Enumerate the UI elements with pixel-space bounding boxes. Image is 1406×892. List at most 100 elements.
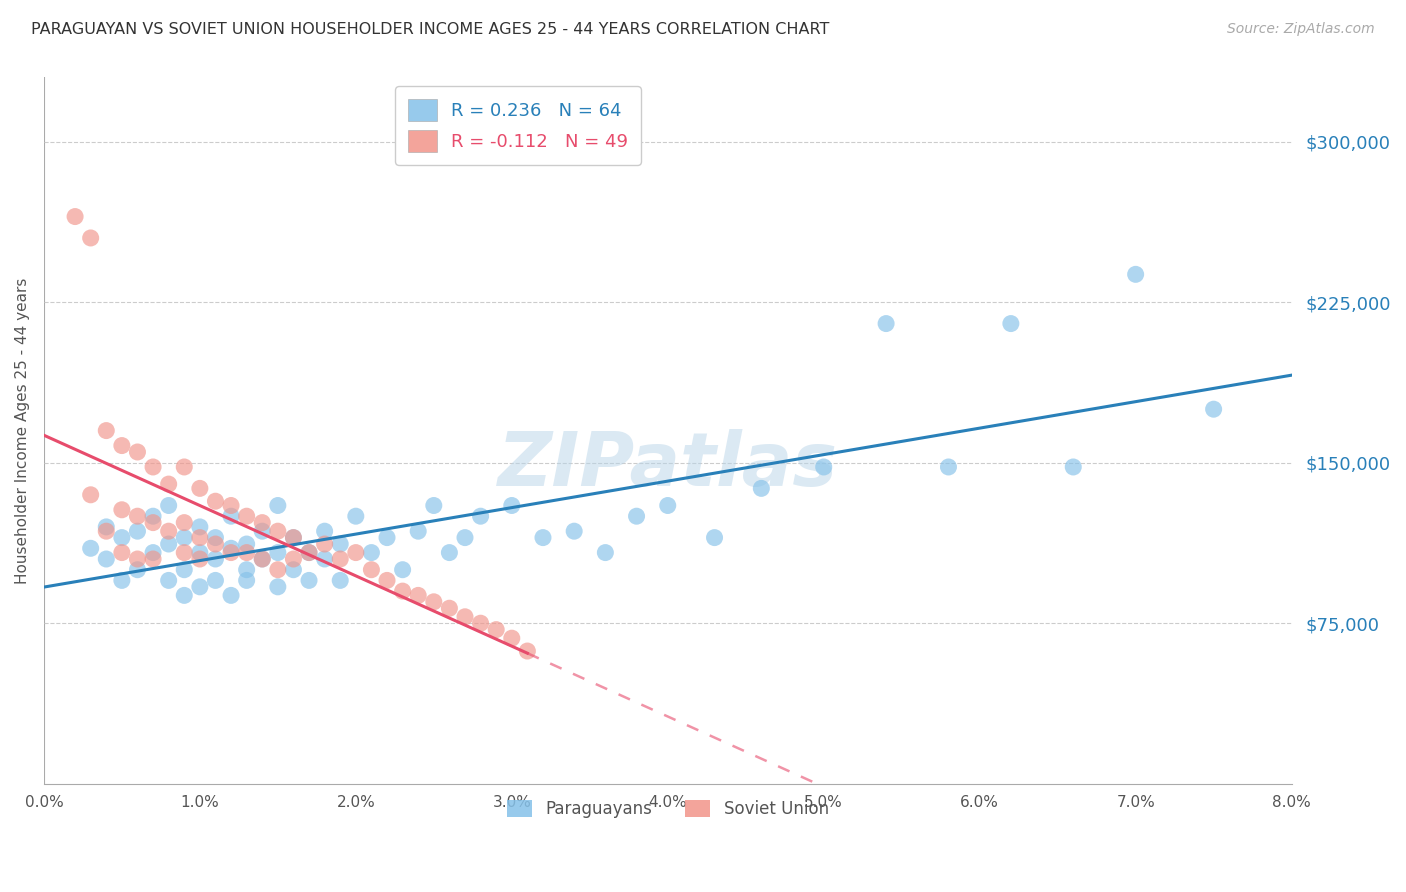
Point <box>314 552 336 566</box>
Point <box>235 509 257 524</box>
Point <box>423 499 446 513</box>
Point <box>329 537 352 551</box>
Legend: Paraguayans, Soviet Union: Paraguayans, Soviet Union <box>501 793 835 825</box>
Point <box>252 552 274 566</box>
Point <box>188 580 211 594</box>
Point <box>127 552 149 566</box>
Point <box>657 499 679 513</box>
Point <box>562 524 585 538</box>
Point <box>96 520 118 534</box>
Point <box>703 531 725 545</box>
Point <box>406 588 429 602</box>
Point <box>96 524 118 538</box>
Point <box>142 460 165 475</box>
Point <box>173 588 195 602</box>
Point <box>314 524 336 538</box>
Point <box>267 545 290 559</box>
Point <box>188 520 211 534</box>
Point <box>298 574 321 588</box>
Point <box>188 531 211 545</box>
Point <box>531 531 554 545</box>
Text: Source: ZipAtlas.com: Source: ZipAtlas.com <box>1227 22 1375 37</box>
Point <box>173 516 195 530</box>
Point <box>173 545 195 559</box>
Point <box>79 541 101 556</box>
Point <box>470 616 492 631</box>
Point <box>875 317 897 331</box>
Point <box>454 531 477 545</box>
Point <box>298 545 321 559</box>
Point <box>127 563 149 577</box>
Point <box>142 545 165 559</box>
Point <box>96 552 118 566</box>
Point <box>329 552 352 566</box>
Point <box>173 460 195 475</box>
Point <box>344 509 367 524</box>
Text: PARAGUAYAN VS SOVIET UNION HOUSEHOLDER INCOME AGES 25 - 44 YEARS CORRELATION CHA: PARAGUAYAN VS SOVIET UNION HOUSEHOLDER I… <box>31 22 830 37</box>
Point <box>79 231 101 245</box>
Point <box>252 516 274 530</box>
Point <box>344 545 367 559</box>
Point <box>111 545 134 559</box>
Point <box>749 482 772 496</box>
Point <box>391 563 413 577</box>
Point <box>235 574 257 588</box>
Point <box>219 509 242 524</box>
Point <box>406 524 429 538</box>
Point <box>516 644 538 658</box>
Point <box>626 509 648 524</box>
Point <box>79 488 101 502</box>
Point <box>267 563 290 577</box>
Point <box>501 499 523 513</box>
Point <box>157 499 180 513</box>
Point <box>1202 402 1225 417</box>
Point <box>267 499 290 513</box>
Point <box>235 563 257 577</box>
Point <box>219 545 242 559</box>
Point <box>375 531 398 545</box>
Point <box>283 563 305 577</box>
Point <box>235 545 257 559</box>
Point <box>204 537 226 551</box>
Point <box>219 541 242 556</box>
Point <box>188 552 211 566</box>
Point <box>142 552 165 566</box>
Point <box>298 545 321 559</box>
Point <box>127 509 149 524</box>
Point <box>204 494 226 508</box>
Point <box>813 460 835 475</box>
Point <box>142 516 165 530</box>
Point <box>173 563 195 577</box>
Point <box>252 524 274 538</box>
Point <box>938 460 960 475</box>
Point <box>111 439 134 453</box>
Point <box>142 509 165 524</box>
Point <box>423 595 446 609</box>
Point <box>111 574 134 588</box>
Point <box>188 482 211 496</box>
Point <box>157 537 180 551</box>
Point <box>252 552 274 566</box>
Point <box>283 552 305 566</box>
Point <box>111 502 134 516</box>
Point <box>219 588 242 602</box>
Point <box>157 574 180 588</box>
Point <box>1000 317 1022 331</box>
Point <box>314 537 336 551</box>
Point <box>96 424 118 438</box>
Point <box>439 545 461 559</box>
Point <box>1062 460 1084 475</box>
Point <box>267 524 290 538</box>
Point <box>595 545 617 559</box>
Y-axis label: Householder Income Ages 25 - 44 years: Householder Income Ages 25 - 44 years <box>15 277 30 583</box>
Point <box>485 623 508 637</box>
Point <box>283 531 305 545</box>
Point <box>173 531 195 545</box>
Point <box>157 524 180 538</box>
Point <box>204 531 226 545</box>
Point <box>329 574 352 588</box>
Point <box>375 574 398 588</box>
Point <box>360 545 382 559</box>
Point <box>235 537 257 551</box>
Point <box>63 210 86 224</box>
